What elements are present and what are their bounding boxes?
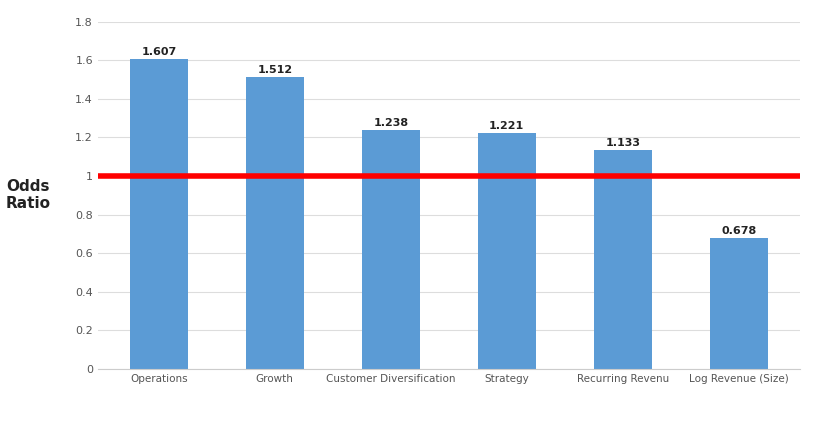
Bar	[130, 59, 188, 369]
Bar	[246, 77, 304, 369]
Text: Odds
Ratio: Odds Ratio	[5, 179, 51, 211]
Text: 0.678: 0.678	[721, 226, 756, 236]
Bar	[710, 238, 768, 369]
Bar	[594, 150, 652, 369]
Text: 1.238: 1.238	[373, 118, 408, 128]
Bar	[361, 130, 419, 369]
Bar	[478, 133, 536, 369]
Text: 1.607: 1.607	[141, 46, 176, 56]
Text: 1.221: 1.221	[489, 121, 525, 131]
Text: 1.133: 1.133	[605, 138, 641, 148]
Text: 1.512: 1.512	[257, 65, 292, 75]
